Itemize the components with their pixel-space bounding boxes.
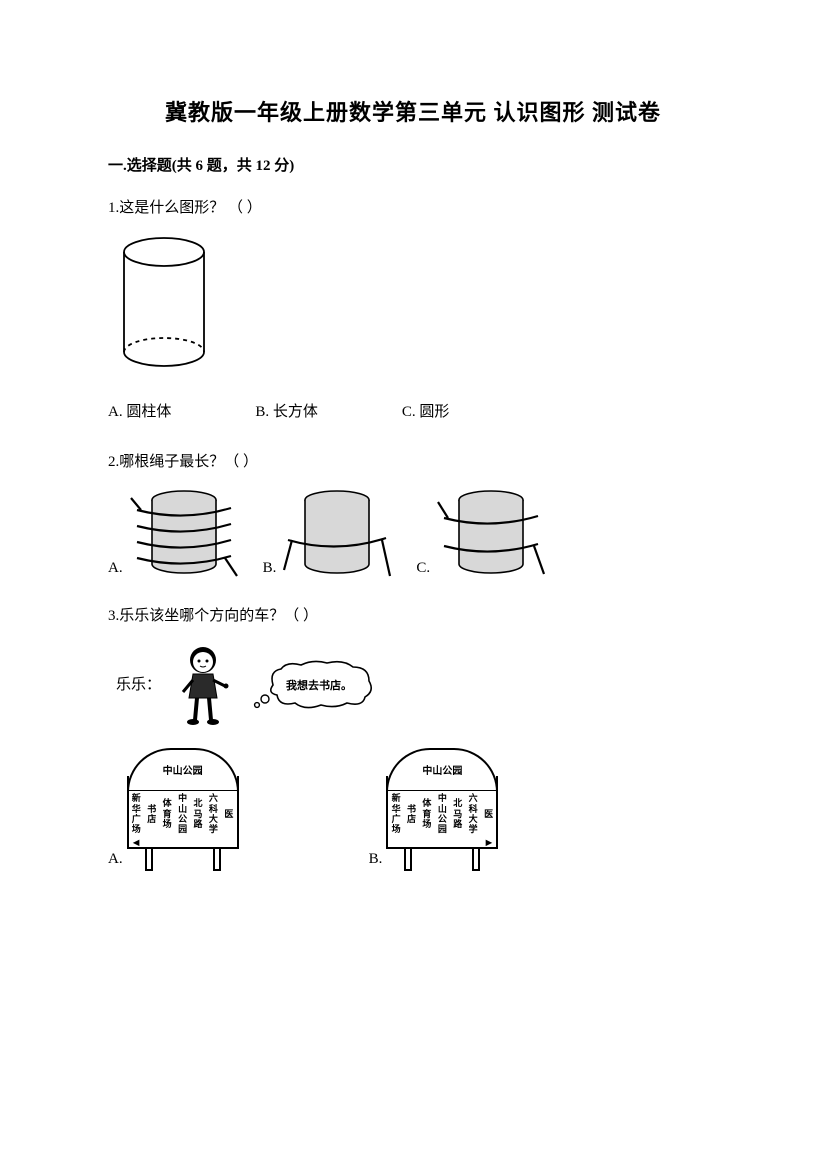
q3-lele-row: 乐乐： 我想去书店。 (108, 642, 718, 728)
question-3: 3.乐乐该坐哪个方向的车？（ ） 乐乐： 我想去书店。 A (108, 604, 718, 870)
sign-a: 中山公园 新华广场 书店 体育场 中山公园 北马路 六科大学 医 ◄ (127, 776, 239, 848)
lele-label: 乐乐： (116, 673, 161, 697)
q2-text: 2.哪根绳子最长？（ ） (108, 450, 718, 474)
rope-cylinder-a (129, 488, 239, 580)
question-1: 1.这是什么图形？ （ ） A. 圆柱体 B. 长方体 C. 圆形 (108, 196, 718, 424)
q2-label-b: B. (263, 556, 277, 580)
q3-label-a: A. (108, 847, 123, 871)
rope-cylinder-c (436, 488, 546, 580)
q2-option-c: C. (416, 488, 546, 580)
boy-icon (175, 642, 239, 728)
rope-cylinder-b (282, 488, 392, 580)
q3-sign-options: A. 中山公园 新华广场 书店 体育场 中山公园 北马路 六科大学 医 ◄ (108, 776, 718, 870)
sign-a-grid: 新华广场 书店 体育场 中山公园 北马路 六科大学 医 (129, 790, 237, 836)
sign-a-title: 中山公园 (129, 764, 237, 780)
q2-option-b: B. (263, 488, 393, 580)
q2-options: A. B. (108, 488, 718, 580)
section-header: 一.选择题(共 6 题，共 12 分) (108, 154, 718, 178)
q3-text: 3.乐乐该坐哪个方向的车？（ ） (108, 604, 718, 628)
q2-label-a: A. (108, 556, 123, 580)
q3-label-b: B. (369, 847, 383, 871)
q3-option-b: B. 中山公园 新华广场 书店 体育场 中山公园 北马路 六科大学 医 ► (369, 776, 499, 870)
question-2: 2.哪根绳子最长？（ ） A. B. (108, 450, 718, 580)
arrow-left-icon: ◄ (131, 838, 142, 849)
speech-bubble: 我想去书店。 (253, 657, 383, 713)
bubble-text: 我想去书店。 (286, 678, 352, 692)
sign-b-title: 中山公园 (388, 764, 496, 780)
q2-label-c: C. (416, 556, 430, 580)
page-title: 冀教版一年级上册数学第三单元 认识图形 测试卷 (108, 95, 718, 130)
arrow-right-icon: ► (483, 838, 494, 849)
q2-option-a: A. (108, 488, 239, 580)
sign-b-grid: 新华广场 书店 体育场 中山公园 北马路 六科大学 医 (388, 790, 496, 836)
q1-option-b: B. 长方体 (255, 400, 318, 424)
q1-option-c: C. 圆形 (402, 400, 450, 424)
q3-option-a: A. 中山公园 新华广场 书店 体育场 中山公园 北马路 六科大学 医 ◄ (108, 776, 239, 870)
q1-figure-cylinder (114, 234, 718, 380)
q1-options: A. 圆柱体 B. 长方体 C. 圆形 (108, 400, 718, 424)
q1-text: 1.这是什么图形？ （ ） (108, 196, 718, 220)
sign-b: 中山公园 新华广场 书店 体育场 中山公园 北马路 六科大学 医 ► (386, 776, 498, 848)
q1-option-a: A. 圆柱体 (108, 400, 171, 424)
